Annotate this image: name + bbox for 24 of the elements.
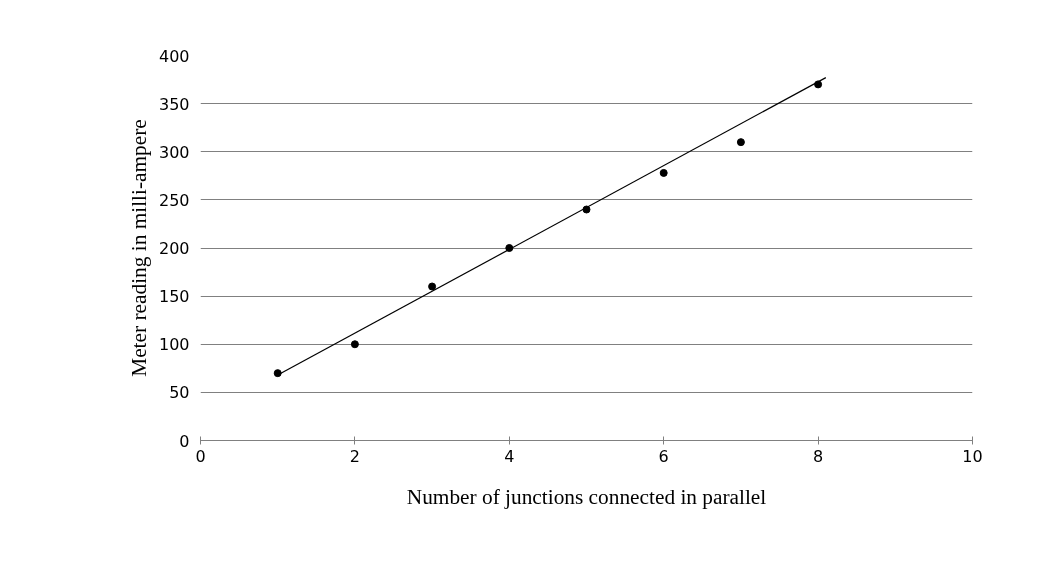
y-tick-label: 200 [158, 239, 190, 258]
x-tick-label: 8 [813, 446, 824, 466]
y-axis-title: Meter reading in milli-ampere [126, 119, 151, 377]
point [736, 138, 745, 147]
y-tick-label: 250 [158, 190, 190, 210]
x-tick-label: 6 [658, 446, 669, 466]
x-tick-label: 10 [962, 446, 983, 466]
y-tick-label: 400 [158, 46, 190, 66]
x-tick-label: 2 [349, 446, 360, 466]
y-tick-label: 0 [179, 431, 190, 451]
y-tick-label: 300 [158, 142, 190, 162]
y-tick-label: 50 [169, 383, 190, 403]
point [350, 340, 359, 349]
y-tick-label: 100 [158, 335, 190, 355]
point [505, 244, 514, 252]
y-tick-label: 150 [158, 287, 190, 307]
point [273, 369, 282, 378]
x-axis-title: Number of junctions connected in parallel [406, 484, 767, 509]
x-tick-label: 4 [504, 446, 515, 466]
point [659, 168, 668, 177]
y-tick-label: 350 [158, 94, 190, 114]
x-tick-label: 0 [195, 446, 206, 466]
point [814, 80, 823, 89]
point [428, 282, 437, 291]
